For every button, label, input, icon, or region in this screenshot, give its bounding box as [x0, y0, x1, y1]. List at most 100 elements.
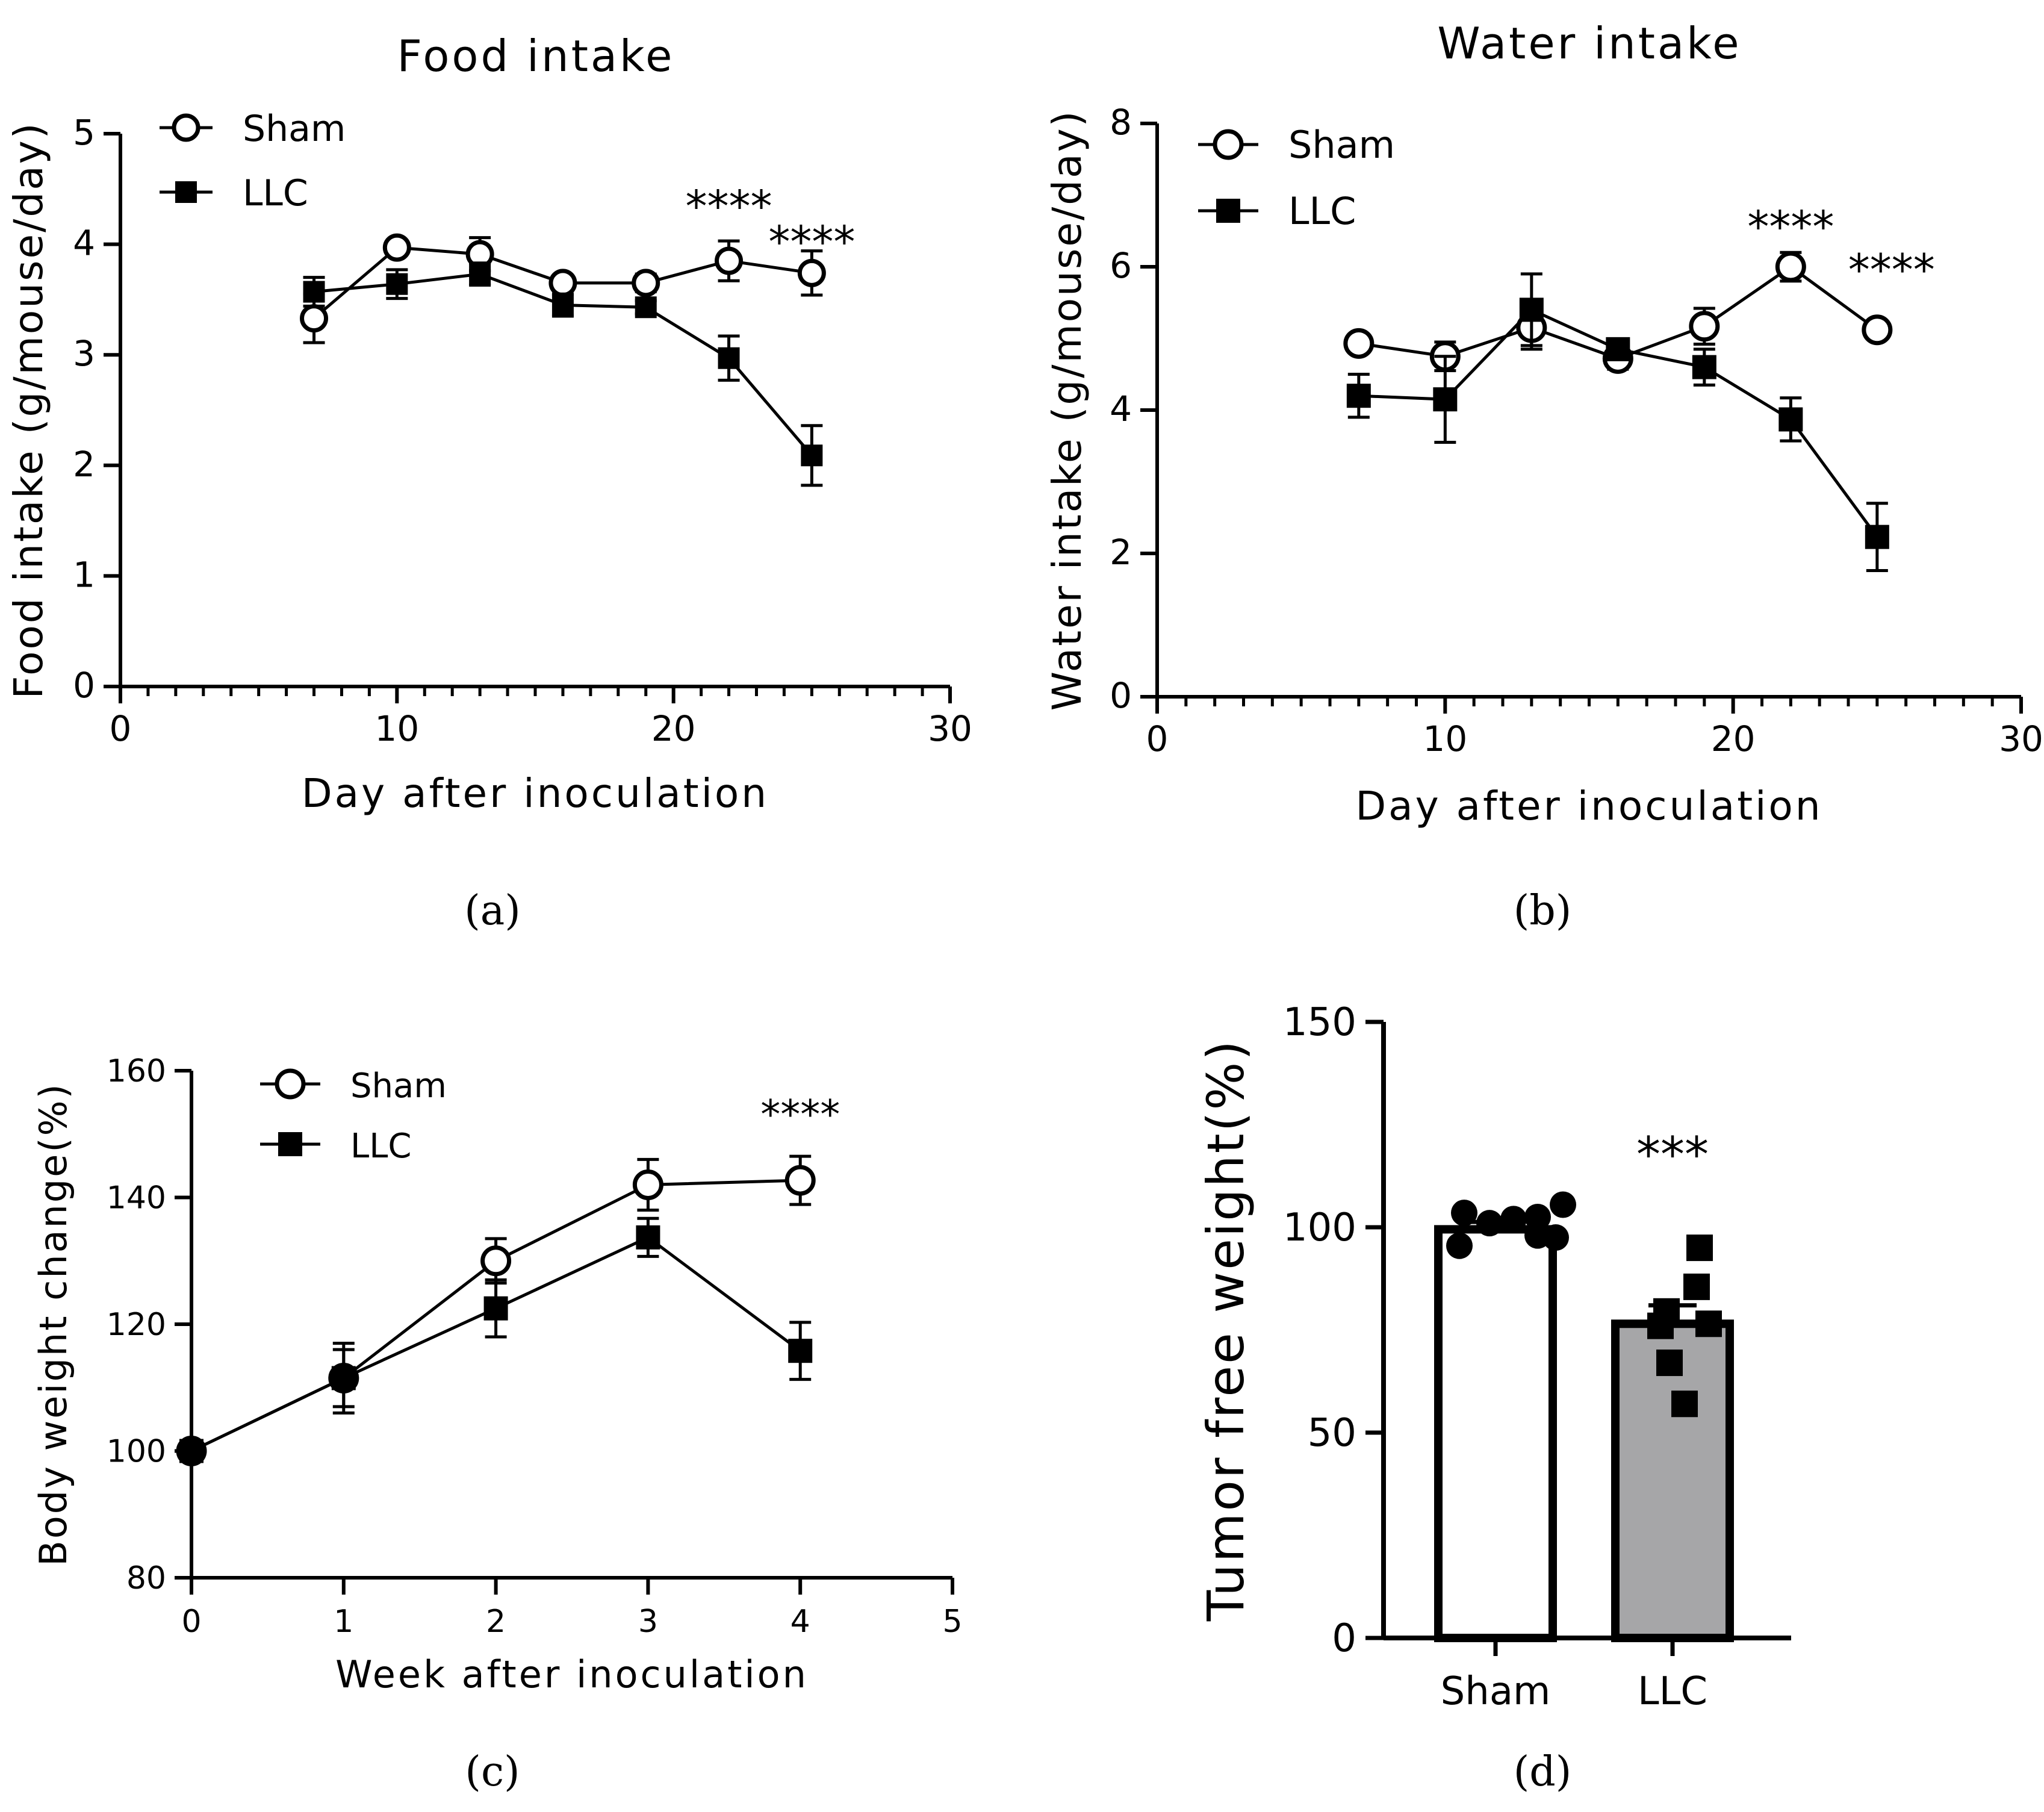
- x-tick-label: 1: [334, 1604, 353, 1640]
- panel-food-intake: Food intake 0 10 20 30 0 1 2 3 4 5 Day after inocul…: [5, 31, 972, 935]
- significance-annotation: ****: [1747, 202, 1834, 252]
- legend-marker: [1216, 199, 1240, 223]
- x-tick-label: 5: [942, 1604, 962, 1640]
- y-tick-label: 50: [1308, 1411, 1356, 1456]
- y-tick-label: 8: [1110, 102, 1132, 143]
- x-tick-label: Sham: [1441, 1669, 1551, 1714]
- legend-item-llc: LLC: [1198, 189, 1356, 233]
- x-axis-title: Day after inoculation: [302, 770, 769, 817]
- x-tick-label: 2: [486, 1604, 506, 1640]
- chart-title: Food intake: [397, 31, 675, 81]
- data-point-sham: [1689, 311, 1720, 342]
- significance-annotation: ****: [1848, 244, 1935, 295]
- y-tick-label: 80: [126, 1560, 166, 1596]
- y-tick-label: 2: [1110, 532, 1132, 573]
- data-point-sham: [1550, 1191, 1576, 1218]
- legend-marker: [1213, 129, 1244, 160]
- y-tick-label: 140: [107, 1180, 166, 1216]
- x-tick-label: 10: [1423, 718, 1467, 759]
- series-llc: [1346, 272, 1889, 573]
- data-point-llc: [1778, 407, 1803, 432]
- data-point-llc: [386, 273, 408, 295]
- significance-annotation: ****: [768, 216, 855, 267]
- legend-marker: [278, 1132, 302, 1156]
- x-tick-label: 3: [638, 1604, 658, 1640]
- data-point-llc: [635, 296, 657, 319]
- data-point-sham: [1446, 1232, 1473, 1259]
- legend-item-sham: Sham: [260, 1066, 447, 1106]
- data-point-sham: [1862, 314, 1893, 346]
- x-axis-title: Week after inoculation: [335, 1652, 809, 1696]
- data-point-llc: [1647, 1312, 1674, 1339]
- legend-marker: [172, 113, 200, 142]
- x-tick-label: 4: [791, 1604, 810, 1640]
- significance-annotation: ***: [1636, 1127, 1709, 1183]
- x-tick-label: 20: [1711, 718, 1756, 759]
- legend-item-sham: Sham: [160, 108, 346, 150]
- data-point-sham: [632, 1169, 663, 1200]
- data-point-llc: [1695, 1310, 1722, 1337]
- y-tick-label: 0: [1110, 675, 1132, 716]
- bar-sham: [1434, 1225, 1557, 1643]
- x-tick-label: 0: [1146, 718, 1169, 759]
- y-tick-label: 3: [73, 333, 95, 374]
- data-point-llc: [801, 444, 823, 467]
- legend-item-sham: Sham: [1198, 123, 1395, 167]
- y-axis-title: Food intake (g/mouse/day): [5, 122, 52, 699]
- legend-item-llc: LLC: [260, 1127, 412, 1166]
- data-point-llc: [469, 263, 491, 285]
- data-point-llc: [636, 1225, 660, 1250]
- x-axis-title: Day after inoculation: [1355, 783, 1822, 829]
- data-point-llc: [1606, 337, 1630, 361]
- panel-label: (b): [1514, 887, 1572, 935]
- y-axis-title: Body weight change(%): [31, 1082, 75, 1566]
- data-point-llc: [1865, 525, 1889, 549]
- data-point-sham: [1500, 1206, 1527, 1233]
- legend-item-llc: LLC: [160, 172, 308, 214]
- data-point-sham: [300, 304, 329, 333]
- data-point-llc: [1656, 1350, 1683, 1377]
- y-tick-label: 1: [73, 554, 95, 595]
- data-point-llc: [788, 1339, 813, 1363]
- x-tick-label: LLC: [1638, 1669, 1707, 1714]
- y-tick-label: 0: [73, 665, 95, 706]
- legend-label: Sham: [243, 108, 346, 150]
- legend-marker: [175, 181, 197, 203]
- x-tick-label: 30: [928, 708, 972, 749]
- series-llc: [303, 261, 823, 487]
- data-point-sham: [1343, 328, 1375, 359]
- data-point-llc: [1346, 384, 1371, 408]
- data-point-llc: [303, 281, 325, 303]
- data-point-sham: [480, 1245, 512, 1277]
- data-point-llc: [179, 1439, 203, 1463]
- series-llc: [179, 1216, 813, 1463]
- data-point-llc: [1519, 297, 1544, 322]
- data-point-llc: [1671, 1390, 1698, 1418]
- panel-tumor-free-weight: 0 50 100 150 Tumor free weight(%) Sham LLC *** (…: [1196, 1000, 1791, 1796]
- x-tick-label: 0: [181, 1604, 201, 1640]
- data-point-llc: [718, 347, 740, 369]
- x-tick-label: 30: [1999, 718, 2043, 759]
- y-tick-label: 100: [107, 1434, 166, 1470]
- x-tick-label: 0: [110, 708, 132, 749]
- data-point-llc: [1433, 387, 1458, 412]
- data-point-llc: [1683, 1273, 1710, 1300]
- chart-title: Water intake: [1437, 18, 1741, 69]
- panel-label: (a): [464, 887, 521, 935]
- y-tick-label: 4: [1110, 388, 1132, 429]
- y-axis-title: Water intake (g/mouse/day): [1044, 110, 1090, 711]
- data-point-llc: [331, 1366, 356, 1390]
- data-point-sham: [715, 246, 744, 275]
- y-axis-title: Tumor free weight(%): [1196, 1039, 1255, 1622]
- data-point-sham: [1524, 1203, 1551, 1230]
- y-tick-label: 100: [1283, 1206, 1356, 1250]
- legend-label: LLC: [1288, 189, 1356, 233]
- y-tick-label: 120: [107, 1307, 166, 1343]
- legend-label: LLC: [350, 1127, 412, 1166]
- significance-annotation: ****: [686, 181, 772, 232]
- legend-label: LLC: [243, 172, 308, 214]
- panel-label: (c): [465, 1748, 520, 1796]
- data-point-sham: [632, 269, 660, 297]
- y-tick-label: 5: [73, 112, 95, 153]
